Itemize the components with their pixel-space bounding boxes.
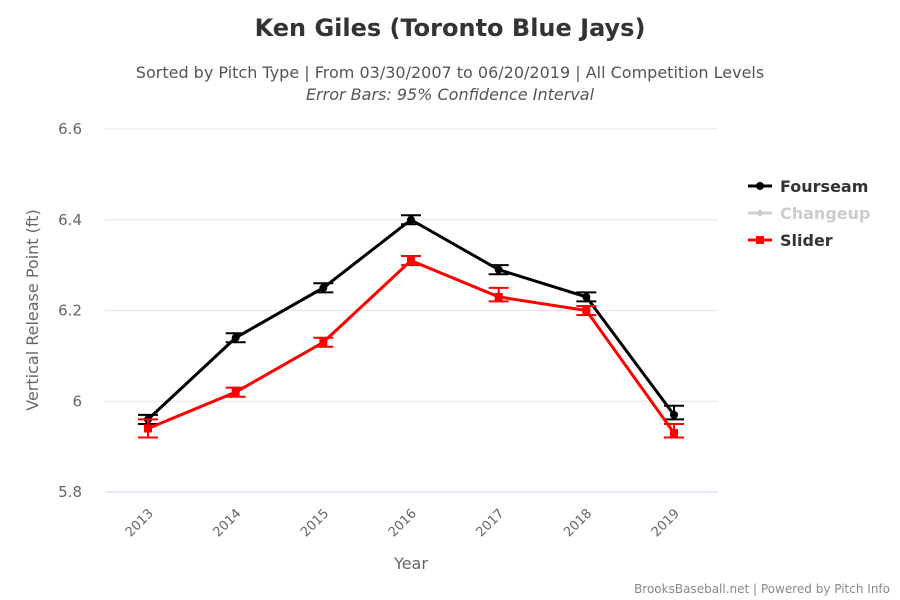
data-point [582, 306, 591, 315]
data-point [231, 333, 240, 342]
legend-marker [756, 182, 764, 190]
data-point [670, 429, 678, 438]
y-tick-label: 6.6 [58, 120, 82, 138]
data-point [407, 256, 415, 265]
data-point [670, 410, 678, 419]
legend-marker [756, 209, 764, 217]
y-tick-label: 6.2 [58, 302, 82, 320]
x-tick-label: 2018 [561, 506, 595, 540]
legend-item-changeup[interactable]: Changeup [780, 204, 870, 223]
chart-title: Ken Giles (Toronto Blue Jays) [255, 14, 646, 42]
legend-marker [756, 236, 764, 244]
x-tick-label: 2016 [386, 506, 420, 540]
x-tick-label: 2017 [473, 506, 507, 540]
legend-item-fourseam[interactable]: Fourseam [780, 177, 868, 196]
y-tick-label: 6 [72, 392, 82, 410]
chart-subtitle: Sorted by Pitch Type | From 03/30/2007 t… [136, 63, 764, 82]
data-point [494, 265, 503, 274]
y-tick-label: 6.4 [58, 211, 82, 229]
data-point [144, 424, 152, 433]
data-point [319, 338, 328, 347]
data-point [407, 215, 415, 224]
y-tick-label: 5.8 [58, 483, 82, 501]
data-point [231, 388, 240, 397]
chart-subtitle-errorbars: Error Bars: 95% Confidence Interval [306, 85, 595, 104]
data-point [319, 283, 328, 292]
x-tick-label: 2013 [123, 506, 157, 540]
legend-item-slider[interactable]: Slider [780, 231, 833, 250]
x-tick-label: 2014 [210, 506, 244, 540]
series-line-fourseam [146, 217, 676, 421]
x-tick-label: 2019 [649, 506, 683, 540]
x-tick-label: 2015 [298, 506, 332, 540]
data-point [494, 292, 503, 301]
x-axis-label: Year [393, 554, 428, 573]
credits[interactable]: BrooksBaseball.net | Powered by Pitch In… [634, 582, 890, 596]
data-point [582, 292, 591, 301]
y-axis-label: Vertical Release Point (ft) [23, 209, 42, 411]
